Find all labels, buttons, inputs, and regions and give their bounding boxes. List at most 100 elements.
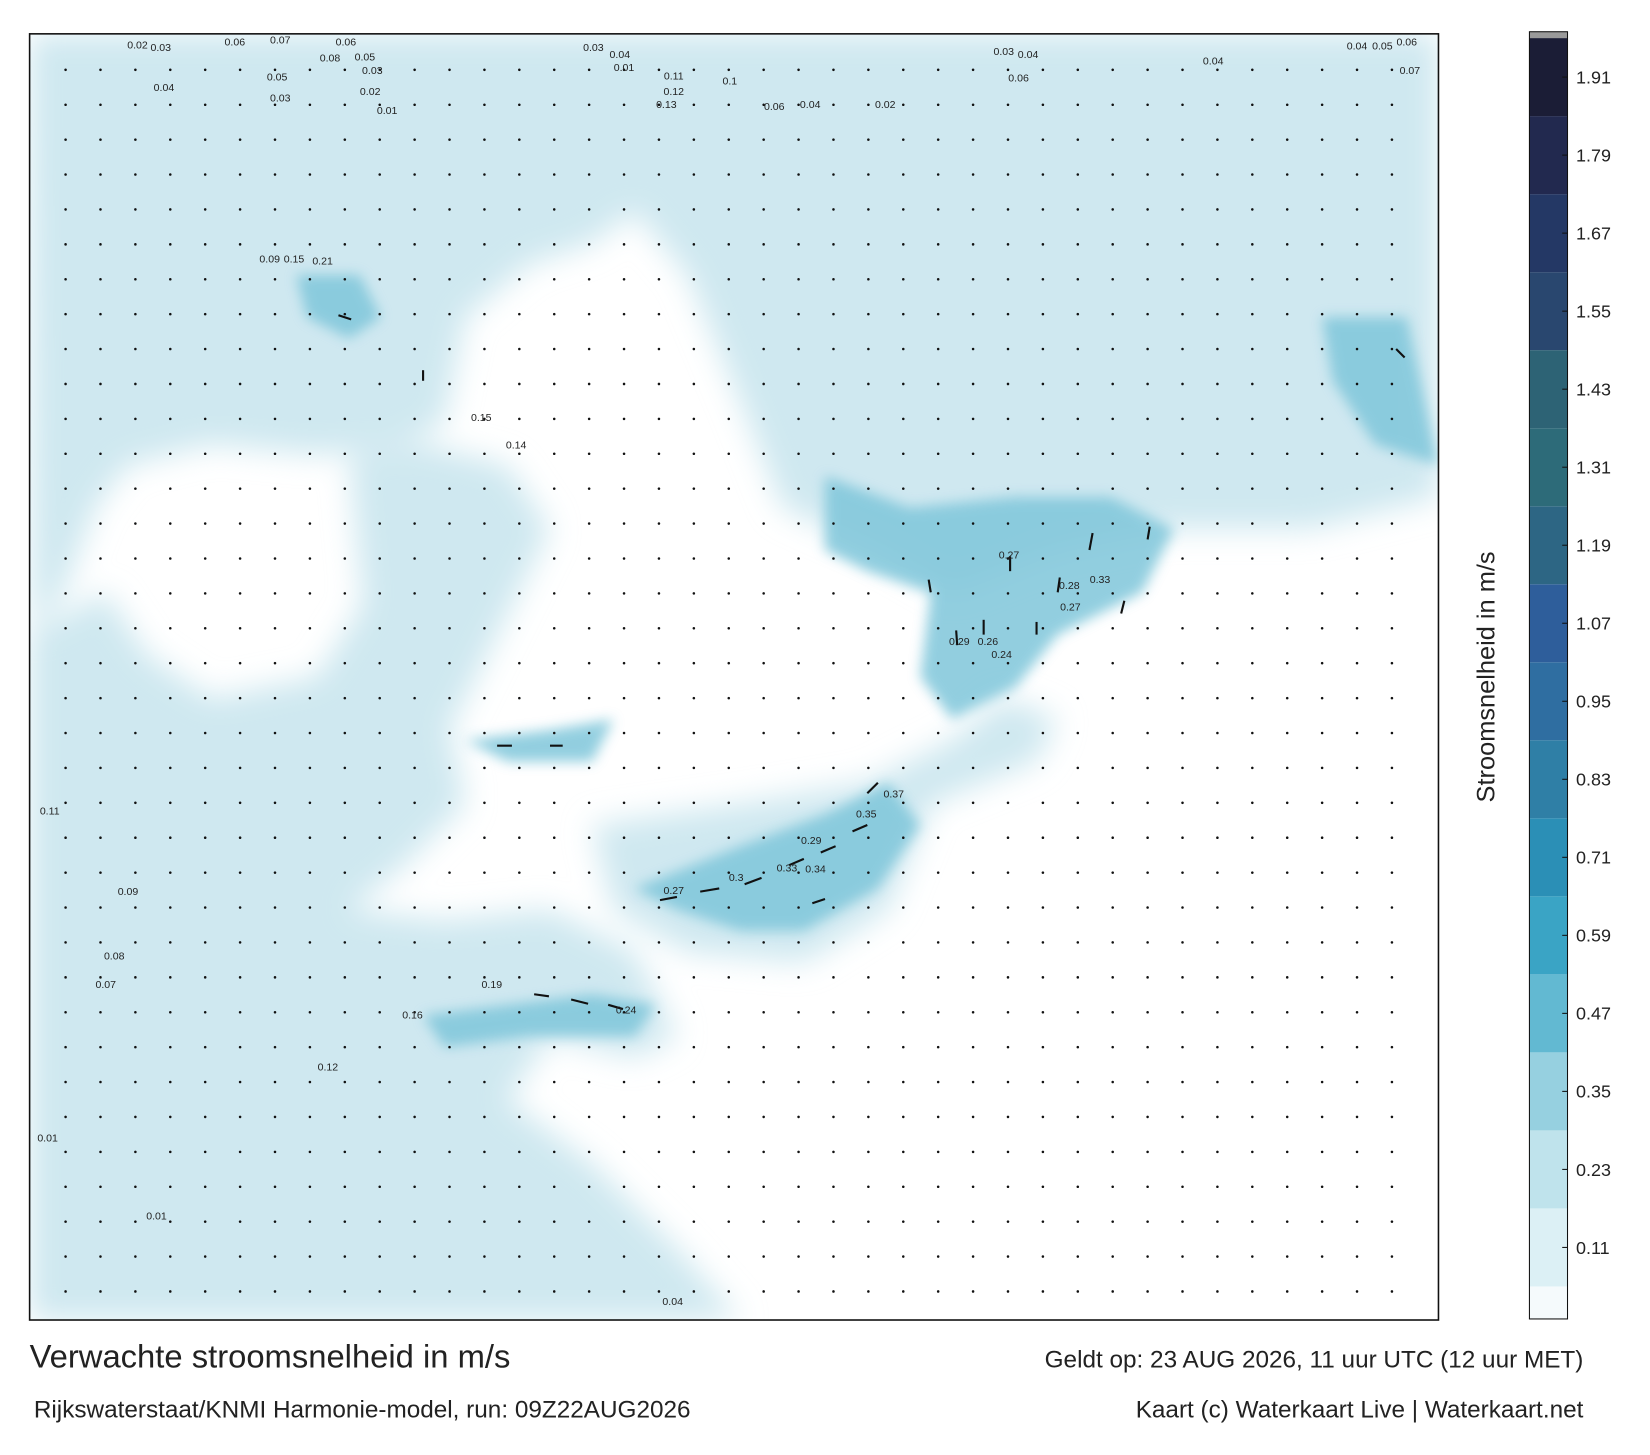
grid-dot — [273, 68, 277, 72]
grid-dot — [1041, 1255, 1045, 1258]
grid-dot — [413, 1220, 416, 1223]
grid-dot — [378, 1080, 381, 1084]
grid-dot — [413, 243, 416, 246]
grid-dot — [936, 766, 940, 770]
grid-dot — [762, 696, 765, 700]
grid-dot — [203, 1255, 207, 1258]
grid-dot — [692, 417, 696, 421]
grid-dot — [657, 382, 661, 386]
grid-dot — [448, 1290, 451, 1293]
grid-dot — [622, 871, 626, 874]
grid-dot — [902, 731, 905, 735]
grid-dot — [413, 417, 416, 421]
grid-dot — [936, 208, 940, 211]
grid-dot — [587, 731, 591, 735]
grid-dot — [1146, 1045, 1149, 1049]
grid-dot — [64, 661, 67, 665]
grid-dot — [1111, 382, 1114, 386]
grid-dot — [1355, 522, 1359, 525]
grid-dot — [1076, 1220, 1080, 1223]
grid-dot — [64, 1220, 67, 1223]
grid-dot — [134, 487, 137, 490]
grid-dot — [273, 836, 277, 839]
grid-dot — [971, 417, 975, 421]
grid-dot — [238, 592, 242, 595]
grid-dot — [832, 871, 835, 874]
grid-dot — [1216, 871, 1219, 874]
grid-dot — [518, 592, 521, 595]
grid-dot — [1251, 941, 1254, 944]
value-label: 0.04 — [1018, 49, 1039, 61]
value-label: 0.07 — [1400, 65, 1421, 77]
grid-dot — [762, 1150, 765, 1154]
grid-dot — [1111, 592, 1114, 595]
grid-dot — [1076, 417, 1080, 421]
map-frame — [28, 33, 1440, 1321]
grid-dot — [867, 382, 870, 386]
grid-dot — [1146, 277, 1149, 281]
colorbar-tick-label: 1.79 — [1576, 145, 1611, 165]
grid-dot — [902, 173, 905, 176]
grid-dot — [378, 487, 381, 490]
grid-dot — [378, 277, 381, 281]
grid-dot — [971, 1080, 975, 1084]
grid-dot — [832, 347, 835, 351]
grid-dot — [797, 801, 800, 805]
grid-dot — [1041, 452, 1045, 456]
grid-dot — [238, 208, 242, 211]
grid-dot — [64, 208, 67, 211]
grid-dot — [1320, 522, 1324, 525]
grid-dot — [203, 836, 207, 839]
grid-dot — [99, 1290, 102, 1293]
grid-dot — [1076, 592, 1080, 595]
grid-dot — [448, 1080, 451, 1084]
grid-dot — [1181, 1010, 1184, 1014]
grid-dot — [971, 173, 975, 176]
grid-dot — [483, 627, 486, 630]
grid-dot — [552, 661, 556, 665]
grid-dot — [1076, 1080, 1080, 1084]
grid-dot — [587, 382, 591, 386]
grid-dot — [308, 976, 312, 979]
grid-dot — [1390, 1220, 1394, 1223]
grid-dot — [1041, 696, 1045, 700]
grid-dot — [1216, 941, 1219, 944]
grid-dot — [832, 208, 835, 211]
grid-dot — [622, 627, 626, 630]
grid-dot — [1111, 1255, 1114, 1258]
grid-dot — [1251, 766, 1254, 770]
grid-dot — [1181, 1220, 1184, 1223]
grid-dot — [587, 347, 591, 351]
grid-dot — [867, 836, 870, 839]
grid-dot — [134, 731, 137, 735]
grid-dot — [1320, 1080, 1324, 1084]
grid-dot — [1251, 382, 1254, 386]
grid-dot — [832, 1045, 835, 1049]
grid-dot — [1251, 836, 1254, 839]
grid-dot — [1355, 277, 1359, 281]
grid-dot — [64, 417, 67, 421]
grid-dot — [1146, 1115, 1149, 1119]
grid-dot — [587, 1255, 591, 1258]
grid-dot — [99, 1255, 102, 1258]
grid-dot — [343, 522, 347, 525]
grid-dot — [1216, 103, 1219, 106]
grid-dot — [1111, 731, 1114, 735]
grid-dot — [413, 696, 416, 700]
grid-dot — [1320, 906, 1324, 909]
grid-dot — [552, 906, 556, 909]
grid-dot — [587, 1220, 591, 1223]
grid-dot — [622, 347, 626, 351]
grid-dot — [1006, 731, 1010, 735]
grid-dot — [1076, 1010, 1080, 1014]
grid-dot — [622, 243, 626, 246]
grid-dot — [902, 1150, 905, 1154]
grid-dot — [238, 1255, 242, 1258]
grid-dot — [1390, 696, 1394, 700]
grid-dot — [1285, 906, 1289, 909]
grid-dot — [238, 906, 242, 909]
channels — [296, 275, 1439, 1048]
grid-dot — [1146, 627, 1149, 630]
grid-dot — [343, 836, 347, 839]
grid-dot — [518, 452, 521, 456]
